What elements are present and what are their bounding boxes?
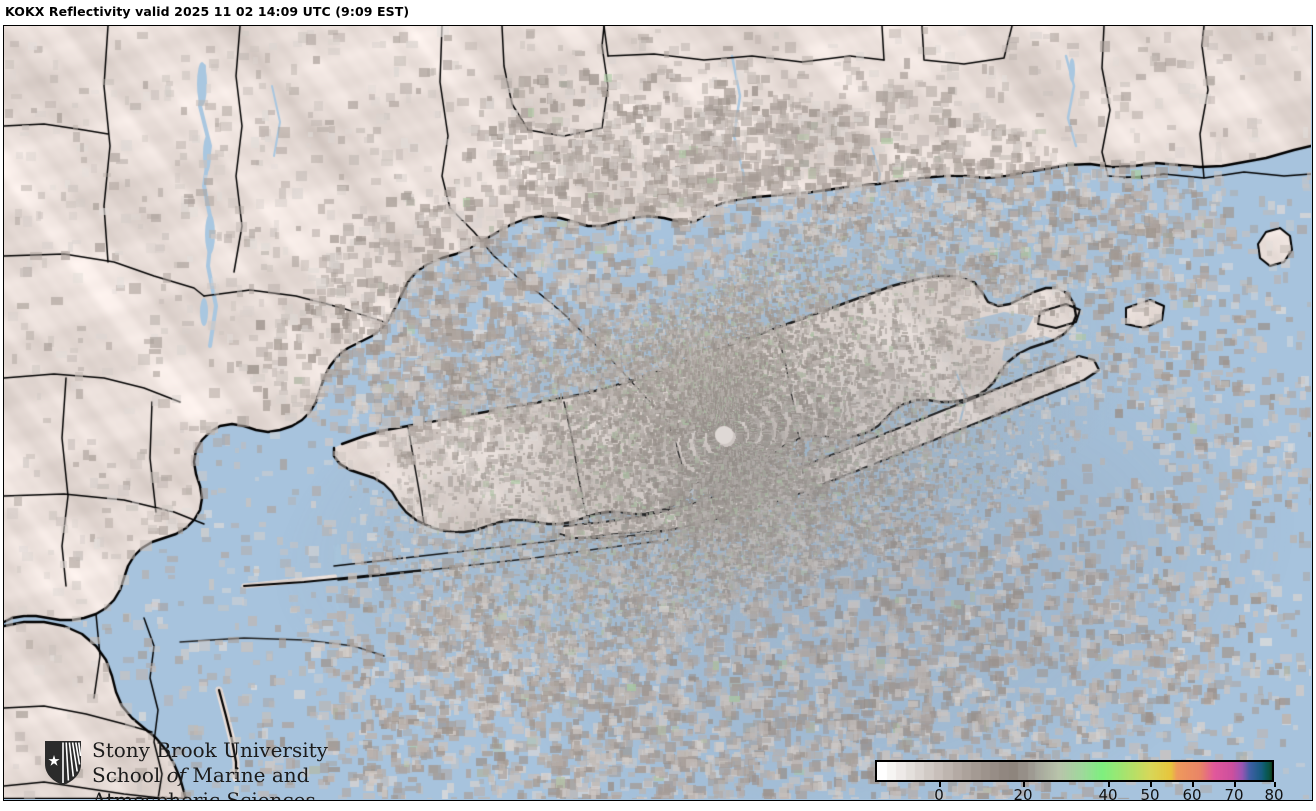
colorbar-tick-label-40: 40: [1098, 786, 1118, 801]
radar-reflectivity-overlay: [4, 26, 1311, 799]
colorbar-tick-label-20: 20: [1013, 786, 1033, 801]
reflectivity-colorbar[interactable]: 0 20 40 50 60 70 80: [875, 760, 1284, 801]
colorbar-tick-label-50: 50: [1140, 786, 1160, 801]
colorbar-tick-label-70: 70: [1224, 786, 1244, 801]
colorbar-tick-50: [1150, 782, 1152, 787]
colorbar-tick-label-0: 0: [934, 786, 944, 801]
colorbar-gradient: [877, 762, 1272, 780]
colorbar-tick-40: [1108, 782, 1110, 787]
colorbar-tick-80: [1274, 782, 1276, 787]
page-title: KOKX Reflectivity valid 2025 11 02 14:09…: [5, 4, 410, 19]
colorbar-tick-20: [1023, 782, 1025, 787]
colorbar-box: [875, 760, 1274, 782]
colorbar-tick-0: [939, 782, 941, 787]
colorbar-tick-60: [1192, 782, 1194, 787]
colorbar-tick-label-60: 60: [1182, 786, 1202, 801]
colorbar-tick-70: [1234, 782, 1236, 787]
title-bar: KOKX Reflectivity valid 2025 11 02 14:09…: [0, 0, 1316, 25]
colorbar-tick-label-80: 80: [1264, 786, 1284, 801]
radar-map-panel[interactable]: 0 20 40 50 60 70 80 Stony Brook University Sch…: [3, 25, 1313, 801]
